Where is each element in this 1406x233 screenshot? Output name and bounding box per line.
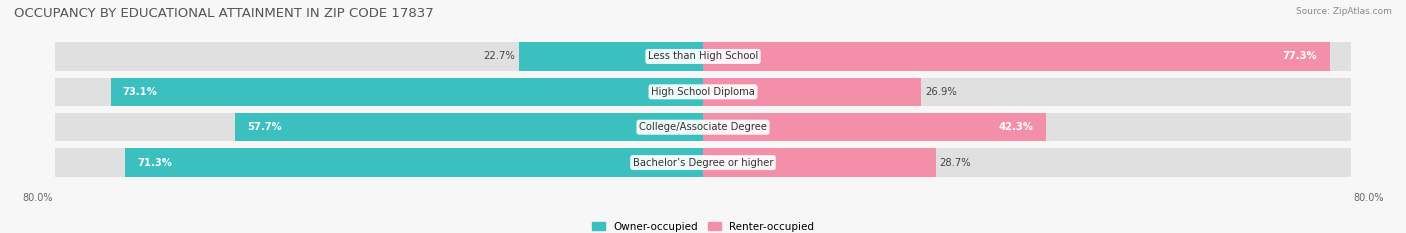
- Text: 57.7%: 57.7%: [247, 122, 283, 132]
- Text: 80.0%: 80.0%: [1354, 193, 1384, 203]
- Text: Source: ZipAtlas.com: Source: ZipAtlas.com: [1296, 7, 1392, 16]
- Text: Bachelor’s Degree or higher: Bachelor’s Degree or higher: [633, 158, 773, 168]
- Bar: [55, 113, 1351, 141]
- Text: 80.0%: 80.0%: [22, 193, 52, 203]
- Bar: [125, 148, 703, 177]
- Bar: [703, 113, 1046, 141]
- Bar: [235, 113, 703, 141]
- Bar: [703, 78, 921, 106]
- Text: College/Associate Degree: College/Associate Degree: [638, 122, 768, 132]
- Bar: [55, 42, 1351, 71]
- Text: Less than High School: Less than High School: [648, 51, 758, 62]
- Text: High School Diploma: High School Diploma: [651, 87, 755, 97]
- Text: 28.7%: 28.7%: [939, 158, 972, 168]
- Bar: [519, 42, 703, 71]
- Text: 22.7%: 22.7%: [484, 51, 515, 62]
- Bar: [111, 78, 703, 106]
- Bar: [55, 78, 1351, 106]
- Text: 26.9%: 26.9%: [925, 87, 957, 97]
- Text: 77.3%: 77.3%: [1282, 51, 1317, 62]
- Text: 73.1%: 73.1%: [122, 87, 157, 97]
- Bar: [703, 42, 1330, 71]
- Bar: [703, 148, 935, 177]
- Bar: [55, 148, 1351, 177]
- Text: 71.3%: 71.3%: [138, 158, 172, 168]
- Legend: Owner-occupied, Renter-occupied: Owner-occupied, Renter-occupied: [592, 222, 814, 232]
- Text: 42.3%: 42.3%: [998, 122, 1033, 132]
- Text: OCCUPANCY BY EDUCATIONAL ATTAINMENT IN ZIP CODE 17837: OCCUPANCY BY EDUCATIONAL ATTAINMENT IN Z…: [14, 7, 434, 20]
